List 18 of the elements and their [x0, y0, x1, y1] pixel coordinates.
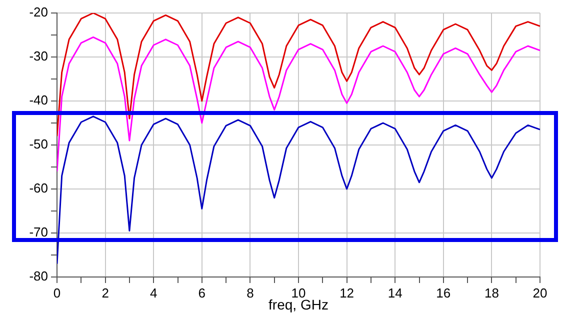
y-tick-label: -20 [29, 4, 48, 20]
x-tick-label: 18 [484, 285, 499, 300]
x-tick-label: 6 [198, 285, 206, 300]
y-tick-label: -50 [29, 136, 48, 152]
y-tick-label: -60 [29, 180, 48, 196]
x-tick-label: 8 [246, 285, 254, 300]
y-tick-label: -40 [29, 92, 48, 108]
x-tick-label: 16 [436, 285, 451, 300]
x-tick-label: 0 [53, 285, 61, 300]
x-tick-label: 10 [291, 285, 306, 300]
y-tick-label: -70 [29, 224, 48, 240]
x-tick-label: 20 [532, 285, 548, 300]
y-tick-label: -30 [29, 48, 48, 64]
x-tick-label: 12 [340, 285, 354, 300]
x-tick-label: 14 [388, 285, 402, 300]
x-tick-label: 4 [150, 285, 158, 300]
x-tick-label: 2 [102, 285, 109, 300]
y-tick-label: -80 [29, 268, 48, 284]
